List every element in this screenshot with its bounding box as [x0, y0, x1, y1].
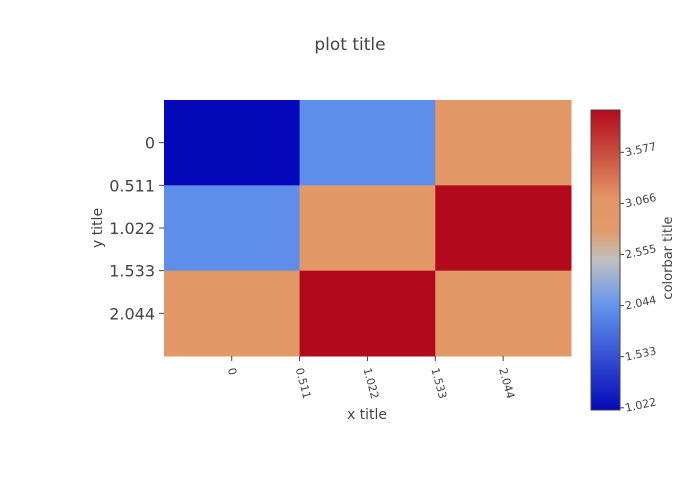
- y-axis: 0 0.511 1.022 1.533 2.044: [109, 134, 164, 323]
- heatmap-cell: [299, 185, 436, 272]
- colorbar-tick-label: 1.533: [624, 344, 658, 363]
- colorbar-tick-label: 1.022: [624, 395, 658, 414]
- x-tick-label: 2.044: [496, 366, 517, 400]
- colorbar-tick-label: 3.066: [624, 191, 658, 210]
- heatmap-cell: [435, 270, 572, 357]
- colorbar-tick-label: 2.044: [624, 293, 658, 312]
- colorbar-tick-label: 3.577: [624, 140, 658, 159]
- heatmap-cell: [164, 185, 301, 272]
- y-tick-label: 2.044: [109, 304, 155, 323]
- heatmap-cell: [299, 270, 436, 357]
- heatmap-cell: [164, 100, 301, 186]
- y-axis-title: y title: [90, 208, 106, 248]
- y-tick-label: 0.511: [109, 176, 155, 195]
- colorbar-tick-label: 2.555: [624, 242, 658, 261]
- heatmap-cell: [435, 185, 572, 272]
- colorbar-title: colorbar title: [661, 216, 676, 299]
- heatmap-cell: [164, 270, 301, 357]
- y-tick-label: 1.533: [109, 262, 155, 281]
- heatmap-cell: [299, 100, 436, 186]
- x-axis-title: x title: [347, 407, 387, 423]
- heatmap-cell: [435, 100, 572, 186]
- chart-title: plot title: [314, 35, 385, 55]
- x-tick-label: 1.022: [361, 366, 382, 400]
- heatmap-cells: [164, 100, 572, 357]
- colorbar-gradient: [590, 109, 621, 411]
- x-tick-label: 1.533: [428, 366, 449, 400]
- x-tick-label: 0: [225, 366, 239, 376]
- y-tick-label: 0: [145, 134, 155, 153]
- x-tick-label: 0.511: [293, 366, 314, 400]
- colorbar: 1.022 1.533 2.044 2.555 3.066 3.577: [590, 109, 658, 415]
- x-axis: 0 0.511 1.022 1.533 2.044: [225, 356, 517, 400]
- y-tick-label: 1.022: [109, 219, 155, 238]
